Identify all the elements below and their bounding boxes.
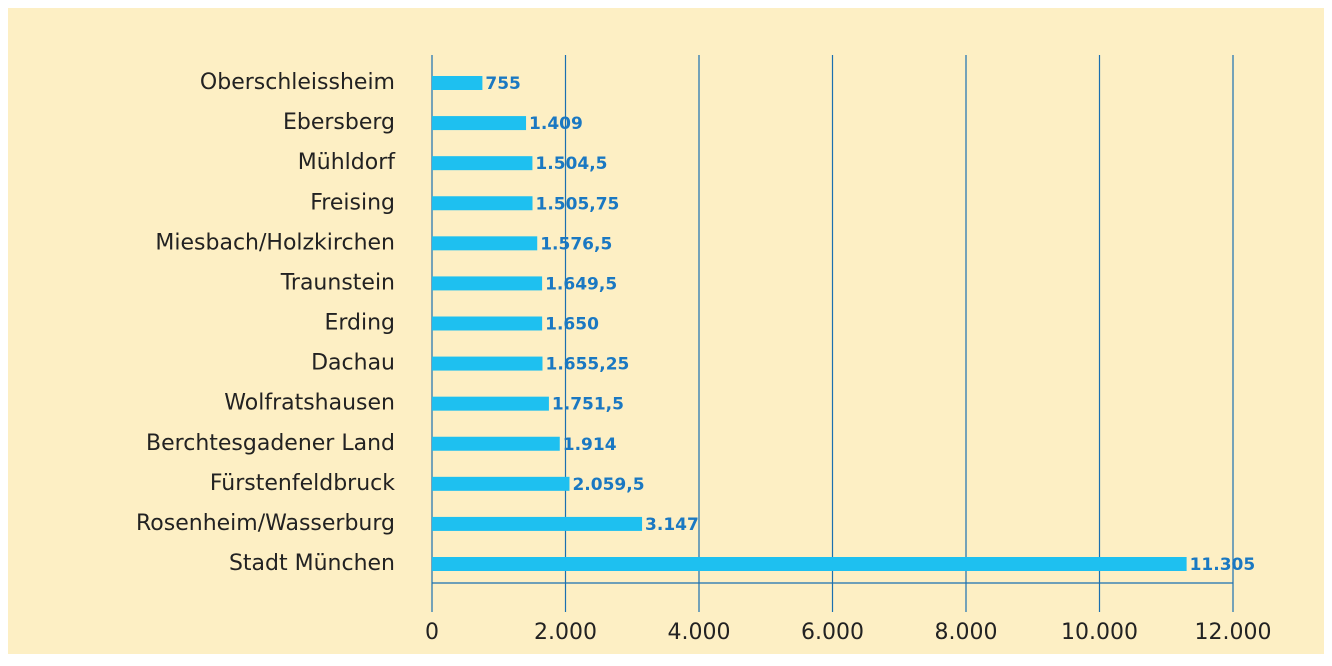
bar	[432, 356, 543, 371]
value-label: 1.751,5	[552, 395, 624, 415]
y-tick-label: Rosenheim/Wasserburg	[136, 511, 395, 536]
value-label: 1.504,5	[535, 154, 607, 174]
x-tick-label: 2.000	[534, 620, 597, 645]
x-tick-label: 4.000	[668, 620, 731, 645]
x-tick-label: 10.000	[1061, 620, 1138, 645]
value-label: 755	[485, 74, 521, 94]
y-tick-label: Fürstenfeldbruck	[210, 471, 395, 496]
value-label: 1.576,5	[540, 234, 612, 254]
y-tick-label: Freising	[310, 190, 395, 215]
value-label: 1.914	[563, 435, 617, 455]
bar	[432, 276, 543, 291]
y-tick-label: Berchtesgadener Land	[146, 431, 395, 456]
bar	[432, 476, 570, 491]
bar	[432, 436, 560, 451]
y-tick-label: Ebersberg	[283, 110, 395, 135]
value-label: 1.655,25	[545, 355, 629, 375]
y-tick-label: Erding	[324, 311, 395, 336]
y-tick-label: Oberschleissheim	[200, 70, 395, 95]
x-tick-label: 8.000	[935, 620, 998, 645]
x-tick-label: 6.000	[801, 620, 864, 645]
value-label: 1.649,5	[545, 274, 617, 294]
panel	[8, 8, 1324, 654]
bar	[432, 516, 643, 531]
bar	[432, 557, 1187, 571]
x-tick-label: 12.000	[1195, 620, 1272, 645]
y-tick-label: Miesbach/Holzkirchen	[155, 230, 395, 255]
y-tick-label: Stadt München	[229, 551, 395, 576]
bar	[432, 116, 527, 131]
y-tick-label: Dachau	[311, 351, 395, 376]
value-label: 3.147	[645, 515, 699, 535]
x-tick-label: 0	[425, 620, 439, 645]
bar	[432, 76, 483, 90]
y-tick-label: Mühldorf	[298, 150, 396, 175]
y-tick-label: Wolfratshausen	[224, 391, 395, 416]
value-label: 1.505,75	[536, 194, 620, 214]
bar	[432, 236, 538, 251]
y-tick-label: Traunstein	[280, 270, 395, 295]
bar	[432, 196, 533, 211]
bar	[432, 396, 549, 411]
bar	[432, 156, 533, 171]
value-label: 1.409	[529, 114, 583, 134]
value-label: 11.305	[1190, 555, 1256, 575]
value-label: 2.059,5	[572, 475, 644, 495]
bar	[432, 316, 543, 331]
value-label: 1.650	[545, 315, 599, 335]
